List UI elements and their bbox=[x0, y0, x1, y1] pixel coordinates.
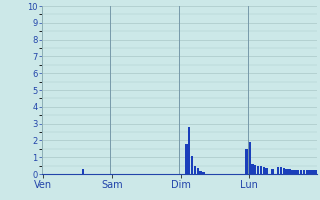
Bar bbox=[271, 169, 274, 174]
Bar bbox=[311, 170, 314, 174]
Bar bbox=[248, 142, 251, 174]
Bar bbox=[277, 167, 279, 174]
Bar bbox=[251, 164, 253, 174]
Bar bbox=[283, 168, 285, 174]
Bar bbox=[280, 167, 282, 174]
Bar bbox=[265, 168, 268, 174]
Bar bbox=[291, 170, 294, 174]
Bar bbox=[188, 127, 190, 174]
Bar bbox=[308, 170, 311, 174]
Bar bbox=[303, 170, 305, 174]
Bar bbox=[245, 149, 248, 174]
Bar bbox=[306, 170, 308, 174]
Bar bbox=[285, 169, 288, 174]
Bar bbox=[300, 170, 302, 174]
Bar bbox=[257, 166, 259, 174]
Bar bbox=[297, 170, 300, 174]
Bar bbox=[82, 169, 84, 174]
Bar bbox=[202, 172, 205, 174]
Bar bbox=[185, 144, 188, 174]
Bar bbox=[199, 171, 202, 174]
Bar bbox=[260, 166, 262, 174]
Bar bbox=[194, 166, 196, 174]
Bar bbox=[254, 165, 256, 174]
Bar bbox=[196, 168, 199, 174]
Bar bbox=[288, 169, 291, 174]
Bar bbox=[191, 156, 193, 174]
Bar bbox=[262, 167, 265, 174]
Bar bbox=[314, 170, 316, 174]
Bar bbox=[294, 170, 297, 174]
